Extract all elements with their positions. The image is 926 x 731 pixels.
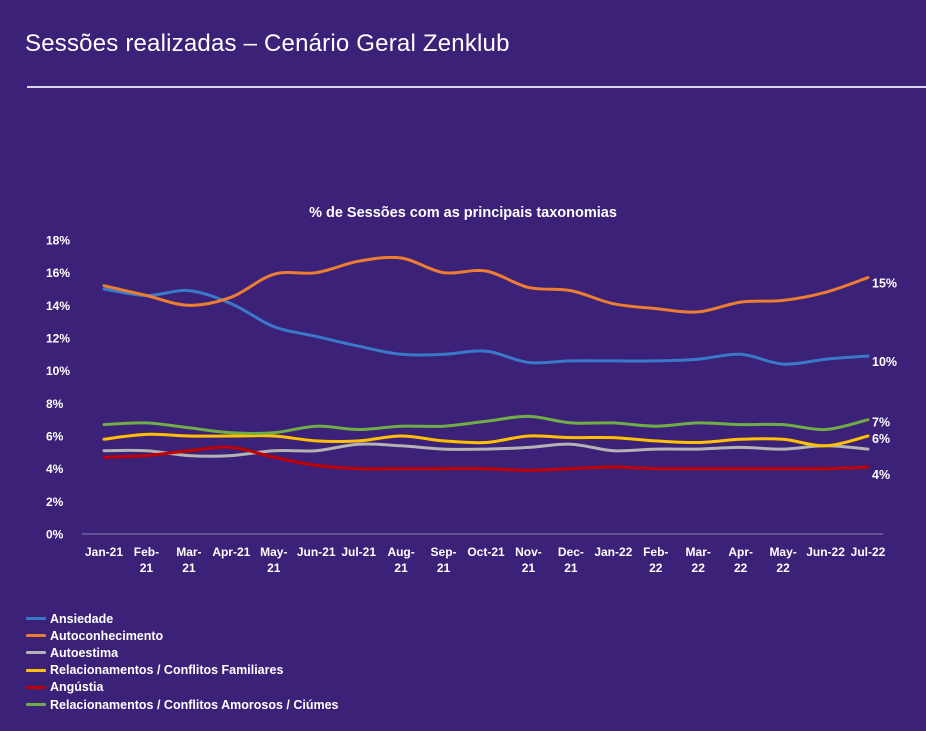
x-tick-label: Jan-22 — [594, 545, 632, 559]
chart-legend: Ansiedade Autoconhecimento Autoestima Relac… — [26, 610, 338, 713]
legend-label: Angústia — [50, 680, 104, 695]
x-tick-label: Nov-21 — [515, 545, 542, 575]
x-tick-label: Apr-22 — [728, 545, 753, 575]
title-divider — [27, 86, 926, 88]
legend-label: Autoconhecimento — [50, 628, 164, 643]
series-end-label: 10% — [872, 355, 897, 369]
series-line-relacionamentos-conflitos-amorosos-ciumes — [102, 414, 870, 435]
x-tick-label: Sep-21 — [431, 545, 457, 575]
legend-swatch — [26, 703, 46, 707]
legend-item: Angústia — [26, 679, 338, 696]
x-tick-label: Apr-21 — [212, 545, 250, 559]
series-line-angustia — [102, 445, 870, 472]
legend-label: Relacionamentos / Conflitos Familiares — [50, 663, 284, 678]
y-tick-label: 6% — [46, 430, 64, 444]
x-tick-label: Jun-22 — [806, 545, 845, 559]
page-title: Sessões realizadas – Cenário Geral Zenkl… — [25, 30, 510, 57]
x-tick-label: Jul-21 — [341, 545, 376, 559]
y-tick-label: 2% — [46, 495, 64, 509]
x-tick-label: Mar-21 — [176, 545, 201, 575]
legend-item: Relacionamentos / Conflitos Familiares — [26, 662, 338, 679]
legend-swatch — [26, 634, 46, 638]
series-end-label: 4% — [872, 468, 890, 482]
legend-label: Autoestima — [50, 645, 119, 660]
y-tick-label: 12% — [46, 332, 70, 346]
y-tick-label: 10% — [46, 364, 70, 378]
legend-swatch — [26, 617, 46, 621]
y-tick-label: 18% — [46, 234, 70, 248]
legend-item: Ansiedade — [26, 610, 338, 627]
series-end-label: 7% — [872, 416, 890, 430]
legend-item: Autoconhecimento — [26, 627, 338, 644]
y-tick-label: 0% — [46, 528, 64, 542]
legend-item: Relacionamentos / Conflitos Amorosos / C… — [26, 696, 338, 713]
series-line-autoconhecimento — [102, 255, 870, 314]
x-tick-label: Feb-21 — [134, 545, 159, 575]
x-tick-label: Jun-21 — [297, 545, 336, 559]
series-line-ansiedade — [102, 287, 870, 366]
y-tick-label: 16% — [46, 266, 70, 280]
x-tick-label: Oct-21 — [467, 545, 505, 559]
x-tick-label: Aug-21 — [387, 545, 414, 575]
series-line-autoestima — [102, 442, 870, 458]
legend-label: Relacionamentos / Conflitos Amorosos / C… — [50, 697, 339, 712]
x-tick-label: May-22 — [769, 545, 796, 575]
chart-title: % de Sessões com as principais taxonomia… — [309, 205, 617, 221]
x-tick-label: Jan-21 — [85, 545, 123, 559]
legend-swatch — [26, 651, 46, 655]
legend-label: Ansiedade — [50, 611, 114, 626]
x-tick-label: Jul-22 — [851, 545, 886, 559]
x-tick-label: Dec-21 — [558, 545, 584, 575]
series-end-label: 15% — [872, 277, 897, 291]
x-tick-label: May-21 — [260, 545, 287, 575]
legend-swatch — [26, 685, 46, 689]
series-end-label: 6% — [872, 432, 890, 446]
x-tick-label: Feb-22 — [643, 545, 668, 575]
legend-swatch — [26, 668, 46, 672]
x-tick-label: Mar-22 — [686, 545, 711, 575]
series-line-relacionamentos-conflitos-familiares — [102, 432, 870, 448]
legend-item: Autoestima — [26, 644, 338, 661]
y-tick-label: 4% — [46, 462, 64, 476]
y-tick-label: 14% — [46, 299, 70, 313]
y-tick-label: 8% — [46, 397, 64, 411]
